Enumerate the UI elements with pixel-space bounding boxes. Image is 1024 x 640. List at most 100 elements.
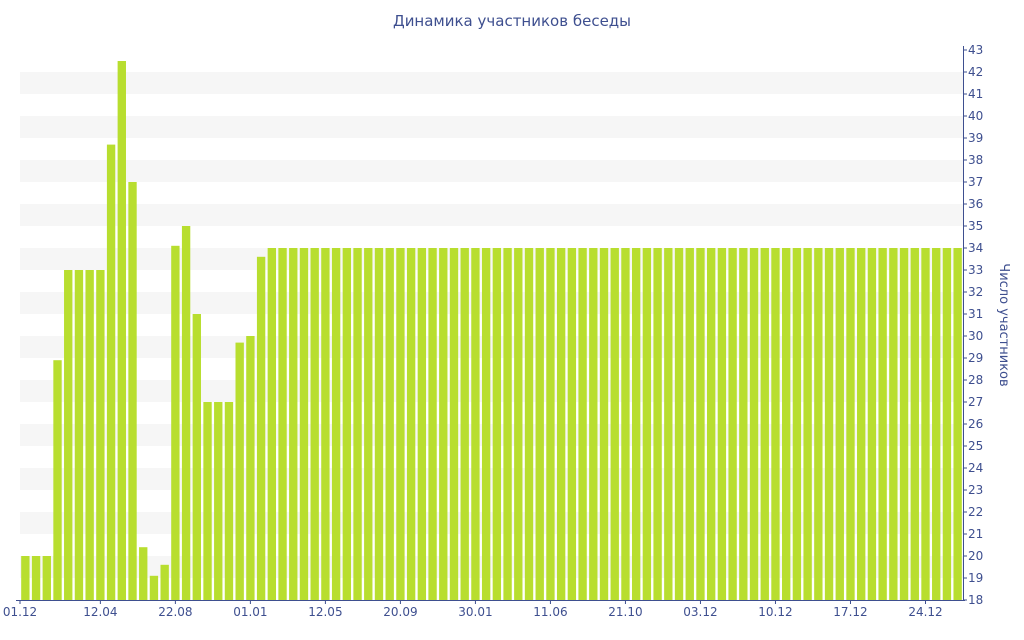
y-tick-label: 41 [968,87,983,101]
bar [642,248,652,600]
bar [21,556,30,600]
bar [535,248,544,600]
bar [889,248,898,600]
bar [685,248,694,600]
bar [235,342,244,600]
bar [310,248,319,600]
y-tick-label: 20 [968,549,983,563]
bar [214,402,223,600]
bar [481,248,491,600]
bar [556,248,566,600]
x-tick-label: 12.04 [83,605,117,619]
y-tick-label: 36 [968,197,983,211]
bar [278,248,287,600]
bar [74,270,84,600]
bar [835,248,844,600]
bar [321,248,330,600]
bar [717,248,727,600]
bar [492,248,502,600]
y-tick-label: 32 [968,285,983,299]
bar [739,248,748,600]
y-tick-label: 18 [968,593,983,607]
bar [64,270,73,600]
bar [728,248,737,600]
bar [374,248,384,600]
bar [128,182,137,600]
bar [342,248,352,600]
bar [578,248,587,600]
grid-band [20,512,963,534]
bar [514,248,523,600]
x-tick-label: 17.12 [833,605,867,619]
bar [664,248,673,600]
bar [331,248,341,600]
bar [396,248,405,600]
chart-title: Динамика участников беседы [392,12,632,30]
x-tick-label: 03.12 [683,605,717,619]
y-tick-label: 22 [968,505,983,519]
bar [53,360,62,600]
x-tick-label: 22.08 [158,605,192,619]
bar [160,564,169,600]
y-tick-label: 31 [968,307,983,321]
grid-band [20,336,963,358]
x-tick-label: 01.01 [233,605,267,619]
bar [910,248,919,600]
bar [824,248,834,600]
bar [96,270,105,600]
y-tick-label: 35 [968,219,983,233]
bar [299,248,309,600]
bar [803,248,812,600]
grid-band [20,248,963,270]
bar [256,256,266,600]
grid-band [20,556,963,578]
bar [289,248,298,600]
bar [428,248,437,600]
y-tick-label: 28 [968,373,983,387]
bar [503,248,512,600]
bar [149,575,159,600]
bar [932,248,941,600]
bar [246,336,255,600]
bar [524,248,534,600]
y-axis-ticks: 18 19 20 21 22 23 24 25 26 27 28 29 30 31 32 33 34 35 36 37… [963,43,983,607]
bar [267,248,276,600]
bar [631,248,641,600]
bar [942,248,952,600]
bar [439,248,448,600]
bar [760,248,769,600]
bar [599,248,609,600]
bar [224,402,234,600]
y-tick-label: 38 [968,153,983,167]
bar [364,248,373,600]
bar [589,248,598,600]
bar [42,556,51,600]
grid-band [20,116,963,138]
y-tick-label: 43 [968,43,983,57]
bar [353,248,362,600]
bar [117,61,126,600]
bar [771,248,780,600]
grid-band [20,468,963,490]
bar [707,248,716,600]
x-tick-label: 10.12 [758,605,792,619]
bar [106,144,116,600]
x-tick-label: 11.06 [533,605,567,619]
bar [846,248,855,600]
grid-band [20,160,963,182]
y-tick-label: 39 [968,131,983,145]
bar [449,248,459,600]
y-tick-label: 27 [968,395,983,409]
bar [749,248,759,600]
bars [21,61,962,601]
y-tick-label: 26 [968,417,983,431]
x-tick-label: 01.12 [3,605,37,619]
bar [139,547,148,600]
x-tick-label: 24.12 [908,605,942,619]
y-tick-label: 24 [968,461,983,475]
bar [406,248,416,600]
y-axis-title: Число участников [996,263,1011,386]
y-tick-label: 21 [968,527,983,541]
bar [867,248,877,600]
